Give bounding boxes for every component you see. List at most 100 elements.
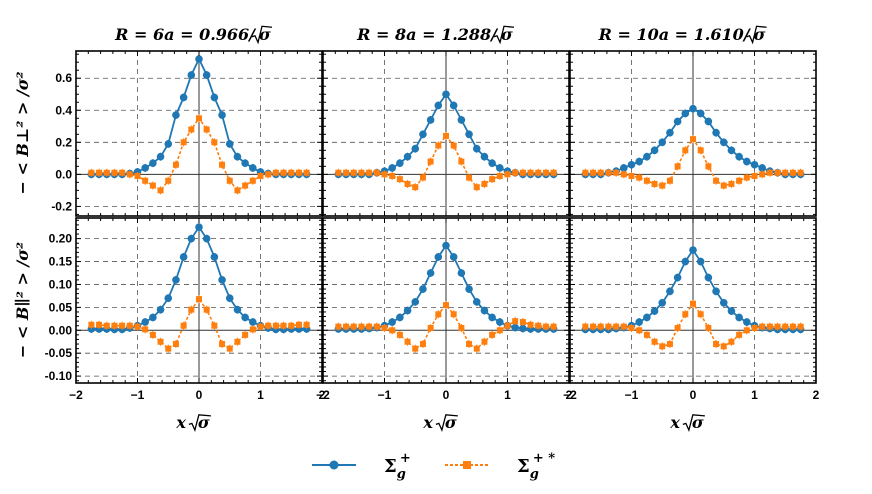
data-point: [335, 323, 342, 330]
legend-item-1: Σg+ *: [445, 451, 555, 482]
data-point: [203, 306, 210, 313]
data-point: [535, 169, 542, 176]
data-point: [419, 341, 426, 348]
data-point: [782, 323, 789, 330]
data-point: [350, 169, 357, 176]
data-point: [211, 322, 218, 329]
data-point: [419, 285, 427, 293]
data-point: [218, 276, 226, 284]
legend-item-0: Σg+: [312, 451, 411, 482]
sqrt-sign: [188, 414, 211, 432]
data-point: [527, 321, 534, 328]
x-tick-label: −2: [69, 388, 83, 402]
data-point: [149, 182, 156, 189]
data-point: [458, 158, 465, 165]
data-point: [659, 343, 666, 350]
legend-label: Σg+ *: [517, 451, 555, 482]
data-point: [496, 327, 503, 334]
data-point: [496, 164, 504, 172]
data-point: [759, 171, 766, 178]
data-point: [720, 343, 727, 350]
y-tick-label: 0.4: [55, 103, 72, 117]
data-point: [449, 253, 458, 261]
data-point: [713, 341, 720, 348]
data-point: [96, 169, 103, 176]
data-point: [202, 71, 211, 79]
data-point: [88, 169, 95, 176]
data-point: [666, 128, 674, 137]
data-point: [156, 305, 165, 314]
data-point: [179, 253, 188, 261]
data-point: [226, 177, 233, 184]
data-point: [488, 159, 496, 167]
data-point: [435, 311, 442, 318]
panel-r1-c2: −2 −1 0 1 2: [563, 217, 820, 402]
data-point: [774, 169, 781, 176]
data-point: [343, 169, 350, 176]
data-point: [225, 294, 234, 303]
data-point: [674, 163, 681, 170]
data-point: [736, 177, 743, 184]
data-point: [426, 269, 435, 277]
data-point: [164, 140, 173, 148]
data-point: [111, 169, 118, 176]
data-point: [141, 318, 149, 326]
data-point: [628, 325, 635, 331]
data-point: [582, 323, 589, 330]
data-point: [249, 177, 256, 184]
data-point: [403, 306, 412, 315]
data-point: [134, 172, 141, 179]
data-point: [658, 298, 667, 307]
data-point: [519, 324, 527, 333]
data-point: [218, 111, 226, 119]
data-point: [234, 338, 241, 345]
data-point: [736, 331, 743, 338]
data-point: [88, 321, 95, 328]
data-point: [751, 325, 758, 331]
y-tick-label: -0.2: [51, 199, 72, 213]
data-point: [651, 338, 658, 345]
data-point: [219, 341, 226, 348]
data-point: [396, 159, 404, 167]
data-point: [504, 322, 511, 329]
data-point: [241, 159, 249, 167]
x-tick-label: 1: [504, 388, 511, 402]
data-point: [473, 184, 480, 191]
data-point: [435, 142, 442, 149]
data-point: [628, 172, 635, 179]
data-point: [156, 152, 165, 161]
data-point: [126, 171, 133, 178]
data-point: [180, 139, 187, 146]
data-point: [172, 111, 180, 119]
data-point: [195, 55, 203, 63]
data-point: [712, 287, 720, 296]
y-tick-label: 0.15: [49, 255, 73, 269]
data-point: [142, 326, 149, 333]
data-point: [119, 169, 126, 176]
data-point: [689, 104, 697, 113]
data-point: [165, 345, 172, 352]
data-point: [427, 158, 434, 165]
sqrt-sign: [435, 414, 458, 432]
data-point: [797, 169, 804, 176]
data-point: [472, 298, 481, 306]
column-title-2: R = 10a = 1.610/σ: [598, 25, 766, 44]
data-point: [180, 322, 187, 329]
data-point: [512, 169, 519, 176]
data-point: [643, 152, 651, 161]
sqrt-sign: [746, 25, 767, 45]
data-point: [157, 187, 164, 194]
column-title-0: R = 6a = 0.966/σ: [114, 25, 271, 44]
data-point: [550, 323, 557, 330]
data-point: [743, 157, 751, 166]
data-point: [172, 161, 179, 168]
data-point: [164, 294, 173, 303]
data-point: [366, 169, 373, 176]
data-point: [650, 307, 659, 315]
data-point: [489, 331, 496, 338]
data-point: [187, 71, 196, 79]
data-point: [157, 338, 164, 345]
data-point: [527, 169, 534, 176]
data-point: [727, 146, 736, 155]
